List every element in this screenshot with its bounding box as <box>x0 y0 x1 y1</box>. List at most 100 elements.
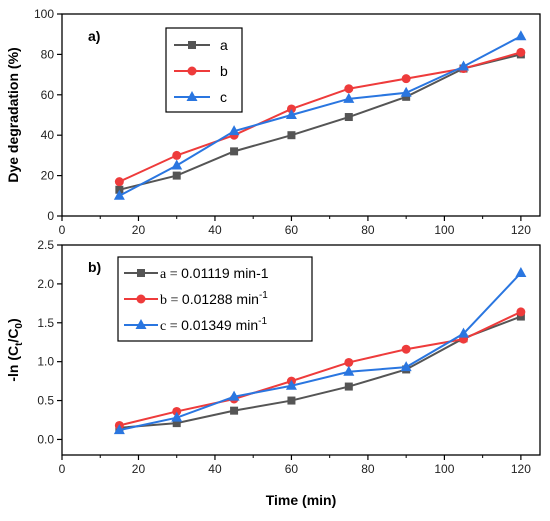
data-point-c <box>400 361 412 372</box>
data-point-a <box>402 92 411 101</box>
x-tick-label: 60 <box>285 223 299 237</box>
data-point-c <box>171 411 183 422</box>
legend-label-b: b = 0.01288 min-1 <box>160 290 268 308</box>
data-point-a <box>287 396 296 405</box>
panel-a-x-axis: 0 20 40 60 80 100 120 <box>59 216 531 237</box>
y-tick-label: 20 <box>41 169 55 183</box>
data-point-a <box>287 131 296 140</box>
x-tick-label: 0 <box>59 462 66 476</box>
legend-prefix: c = <box>160 319 181 334</box>
panel-b-legend: a = 0.01119 min-1b = 0.01288 min-1c = 0.… <box>117 256 313 342</box>
legend-marker-b <box>187 66 197 76</box>
panel-a-legend: abc <box>165 27 243 113</box>
data-point-c <box>285 109 297 119</box>
y-tick-label: 0.5 <box>37 394 54 408</box>
legend-label-c: c = 0.01349 min-1 <box>160 316 268 334</box>
y-tick-label: 0 <box>47 209 54 223</box>
legend-marker-c <box>135 319 147 329</box>
y-tick-label: 2.5 <box>37 238 54 252</box>
legend-value: 0.01119 min-1 <box>181 265 269 281</box>
x-tick-label: 80 <box>361 462 375 476</box>
data-point-b <box>516 47 526 57</box>
data-point-b <box>344 84 354 94</box>
y-tick-label: 80 <box>41 47 55 61</box>
legend-sup: -1 <box>258 316 267 327</box>
panel-a-y-axis-label: Dye degradation (%) <box>5 47 21 182</box>
data-point-c <box>171 159 183 170</box>
legend-label-a: a = 0.01119 min-1 <box>160 265 269 282</box>
x-tick-label: 120 <box>511 223 531 237</box>
data-point-c <box>343 365 355 376</box>
data-point-c <box>343 92 355 103</box>
data-point-c <box>285 379 297 390</box>
panel-b-frame <box>61 244 541 456</box>
data-point-a <box>516 312 525 321</box>
legend-label-c: c <box>220 89 227 105</box>
panel-b-series <box>113 267 527 435</box>
data-point-c <box>458 60 470 71</box>
panel-a-frame <box>61 13 541 217</box>
data-point-b <box>114 177 124 187</box>
x-tick-label: 40 <box>208 462 222 476</box>
legend-marker-a <box>188 41 196 49</box>
legend-marker-c <box>186 91 198 101</box>
series-line-a <box>119 315 522 429</box>
data-point-b <box>401 344 411 354</box>
panel-a-y-axis: 0 20 40 60 80 100 <box>34 7 62 223</box>
series-line-b <box>119 310 522 427</box>
data-point-c <box>113 189 125 200</box>
legend-prefix: b = <box>160 293 182 308</box>
data-point-b <box>401 74 411 84</box>
data-point-b <box>172 150 182 160</box>
data-point-c <box>458 327 470 338</box>
y-tick-label: 1.0 <box>37 355 54 369</box>
y-tick-label: 100 <box>34 7 54 21</box>
series-line-c <box>118 35 522 197</box>
data-point-a <box>230 147 239 156</box>
data-point-a <box>172 171 181 180</box>
data-point-c <box>515 30 527 41</box>
ylabel-pre: -ln (C <box>5 346 21 382</box>
data-point-c <box>228 125 240 136</box>
series-line-c <box>119 272 522 432</box>
data-point-c <box>515 267 527 277</box>
x-tick-label: 20 <box>132 462 146 476</box>
data-point-b <box>286 104 296 114</box>
panel-b-y-axis-label: -ln (Ct/C0) <box>5 318 25 381</box>
legend-label-a: a <box>220 37 228 53</box>
y-tick-label: 40 <box>41 128 55 142</box>
ylabel-post: ) <box>5 318 21 323</box>
x-tick-label: 60 <box>285 462 299 476</box>
series-line-a <box>119 53 522 191</box>
panel-a: 0 20 40 60 80 100 0 20 40 60 80 100 120 a) Dye degr… <box>5 7 541 237</box>
data-point-b <box>516 307 526 317</box>
legend-marker-a <box>137 269 145 277</box>
panel-b-y-axis: 0.0 0.5 1.0 1.5 2.0 2.5 <box>37 238 62 446</box>
legend-prefix: a = <box>160 267 181 282</box>
x-tick-label: 120 <box>511 462 531 476</box>
legend-sup: -1 <box>259 290 268 301</box>
ylabel-mid: /C <box>5 329 21 343</box>
y-tick-label: 0.0 <box>37 432 54 446</box>
x-axis-label: Time (min) <box>266 492 337 508</box>
legend-label-b: b <box>220 63 228 79</box>
data-point-a <box>230 406 239 415</box>
panel-a-series <box>113 30 527 200</box>
data-point-a <box>344 113 353 122</box>
x-tick-label: 80 <box>361 223 375 237</box>
panel-b-x-axis: 0 20 40 60 80 100 120 <box>59 455 531 476</box>
data-point-c <box>228 390 240 401</box>
ylabel-sub-t: t <box>14 342 25 346</box>
legend-value: 0.01288 min <box>182 291 259 307</box>
panel-a-label: a) <box>88 28 100 44</box>
data-point-c <box>113 424 125 435</box>
x-tick-label: 100 <box>434 462 454 476</box>
x-tick-label: 0 <box>59 223 66 237</box>
y-tick-label: 2.0 <box>37 277 54 291</box>
data-point-a <box>172 419 181 428</box>
data-point-b <box>172 406 182 416</box>
y-tick-label: 60 <box>41 88 55 102</box>
x-tick-label: 40 <box>208 223 222 237</box>
x-tick-label: 100 <box>434 223 454 237</box>
